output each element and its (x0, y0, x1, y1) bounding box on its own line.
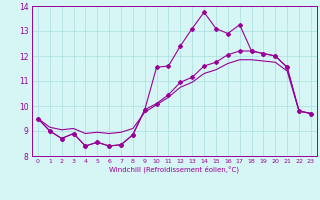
X-axis label: Windchill (Refroidissement éolien,°C): Windchill (Refroidissement éolien,°C) (109, 166, 239, 173)
